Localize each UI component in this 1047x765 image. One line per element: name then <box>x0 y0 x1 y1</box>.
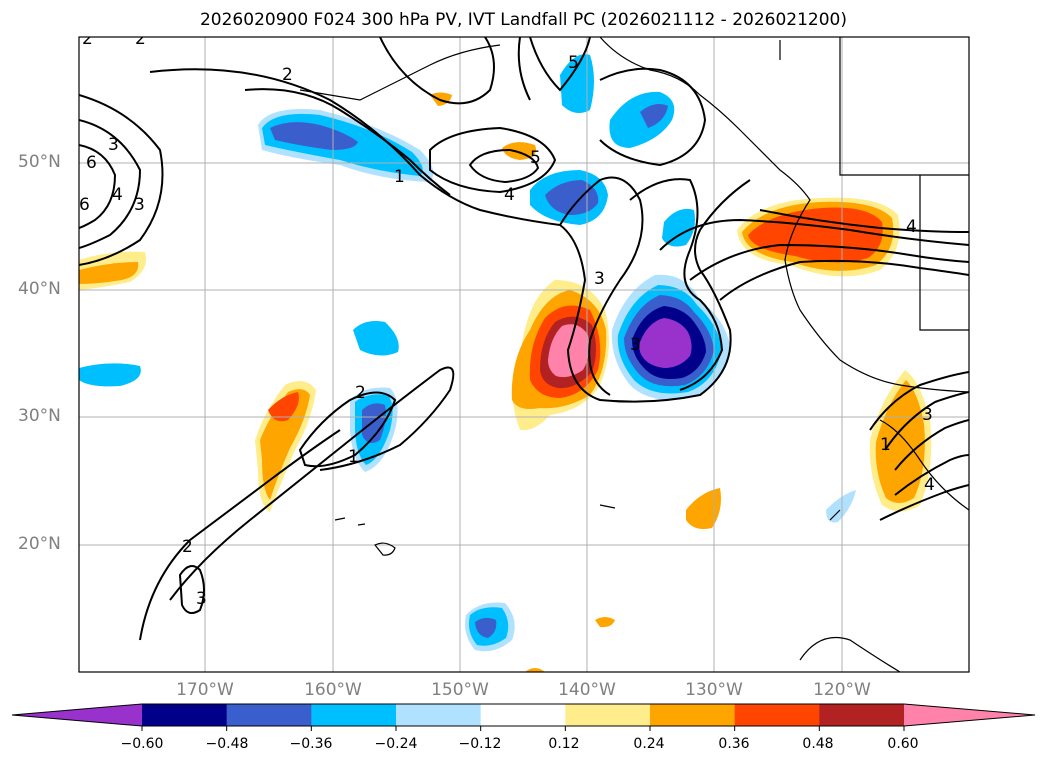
colorbar-segment <box>396 704 482 726</box>
colorbar-segment <box>565 704 651 726</box>
contour-label: 3 <box>196 589 207 609</box>
colorbar-segment <box>480 704 566 726</box>
contour-label: 3 <box>108 135 119 155</box>
contour-label: 1 <box>394 167 405 187</box>
colorbar-segment <box>226 704 312 726</box>
colorbar-tick: −0.12 <box>458 736 502 752</box>
colorbar-extend-min <box>12 704 142 726</box>
graticule <box>79 37 969 672</box>
colorbar-segment <box>311 704 397 726</box>
colorbar-segment <box>734 704 820 726</box>
contour-label: 4 <box>504 185 515 205</box>
contour-label: 5 <box>530 148 541 168</box>
colorbar-segment <box>142 704 228 726</box>
contour-label: 4 <box>112 185 123 205</box>
lat-label-50n: 50°N <box>18 152 61 172</box>
colorbar-tick: −0.24 <box>374 736 418 752</box>
colorbar-tick: 0.24 <box>633 736 665 752</box>
colorbar-tick: 0.36 <box>718 736 750 752</box>
contour-label: 3 <box>134 195 145 215</box>
colorbar-tick: −0.36 <box>289 736 333 752</box>
contour-label: 3 <box>630 335 641 355</box>
colorbar <box>11 703 1036 731</box>
lon-label-140w: 140°W <box>558 680 616 700</box>
contour-label: 1 <box>880 435 891 455</box>
contour-label: 6 <box>79 195 90 215</box>
colorbar-tick: −0.60 <box>120 736 164 752</box>
contour-label: 6 <box>86 153 97 173</box>
contour-label: 4 <box>924 475 935 495</box>
contour-label: 2 <box>135 29 146 49</box>
contour-lines <box>79 37 969 641</box>
colorbar-tick: 0.48 <box>802 736 834 752</box>
lat-label-30n: 30°N <box>18 406 61 426</box>
lon-label-170w: 170°W <box>176 680 234 700</box>
colorbar-tick: 0.12 <box>548 736 580 752</box>
contour-label-group: 2 2 2 1 5 5 4 3 3 2 1 2 3 4 3 4 6 6 4 3 … <box>79 29 935 609</box>
contour-label: 2 <box>282 65 293 85</box>
lon-label-150w: 150°W <box>431 680 489 700</box>
lat-label-20n: 20°N <box>18 534 61 554</box>
lon-label-120w: 120°W <box>813 680 871 700</box>
contour-label: 3 <box>594 269 605 289</box>
lat-label-40n: 40°N <box>18 279 61 299</box>
contour-label: 1 <box>348 447 359 467</box>
contour-label: 2 <box>182 537 193 557</box>
contour-label: 5 <box>568 53 579 73</box>
contour-label: 2 <box>355 383 366 403</box>
contour-label: 4 <box>906 217 917 237</box>
map-border <box>78 36 970 673</box>
colorbar-tick: 0.60 <box>887 736 919 752</box>
colorbar-tick: −0.48 <box>205 736 249 752</box>
colorbar-segment <box>650 704 736 726</box>
colorbar-segment <box>819 704 905 726</box>
lon-label-130w: 130°W <box>685 680 743 700</box>
contour-label: 2 <box>82 29 93 49</box>
colorbar-extend-max <box>904 704 1035 726</box>
contour-label: 3 <box>922 405 933 425</box>
map-title: 2026020900 F024 300 hPa PV, IVT Landfall… <box>199 10 847 30</box>
lon-label-160w: 160°W <box>304 680 362 700</box>
